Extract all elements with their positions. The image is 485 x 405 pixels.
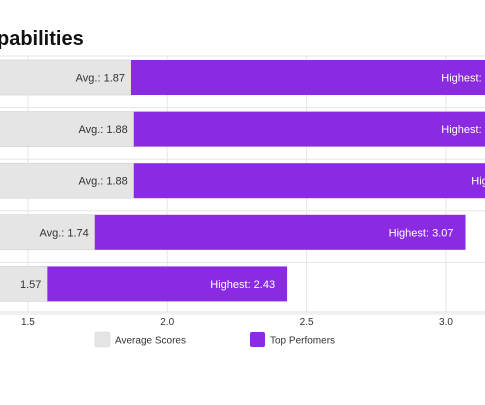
- x-tick-label: 2.5: [300, 317, 314, 328]
- highest-value-label: Highest: 3.07: [389, 227, 454, 239]
- legend-swatch-average-scores: [94, 331, 111, 348]
- legend-label-top-perfomers: Top Perfomers: [270, 336, 335, 347]
- average-bar: [0, 214, 96, 251]
- x-tick-label: 1.5: [21, 317, 35, 328]
- top-performer-bar: [133, 163, 485, 199]
- chart-title: pabilities: [0, 28, 84, 50]
- average-value-label: Avg.: 1.88: [78, 124, 127, 136]
- average-value-label: Avg.: 1.87: [76, 73, 125, 85]
- highest-value-label: Highest: 3.2: [441, 73, 485, 85]
- average-value-label: 1.57: [20, 279, 41, 291]
- average-bar: [0, 59, 132, 96]
- top-performer-bar: [133, 111, 485, 147]
- average-value-label: Avg.: 1.88: [78, 176, 127, 188]
- average-bar: [0, 111, 135, 147]
- legend-swatch-top-perfomers: [250, 332, 265, 347]
- top-performer-bar: [131, 60, 485, 95]
- top-performer-bar: [47, 266, 288, 302]
- average-bar: [0, 266, 48, 302]
- average-value-label: Avg.: 1.74: [39, 227, 88, 239]
- highest-value-label: Highest: 2.43: [210, 279, 275, 291]
- legend-label-average-scores: Average Scores: [115, 336, 186, 347]
- highest-value-label: Highest: 3.2: [441, 124, 485, 136]
- x-tick-label: 3.0: [439, 317, 453, 328]
- highest-value-label: Highe: [471, 176, 485, 188]
- top-performer-bar: [94, 214, 466, 250]
- x-tick-label: 2.0: [160, 317, 174, 328]
